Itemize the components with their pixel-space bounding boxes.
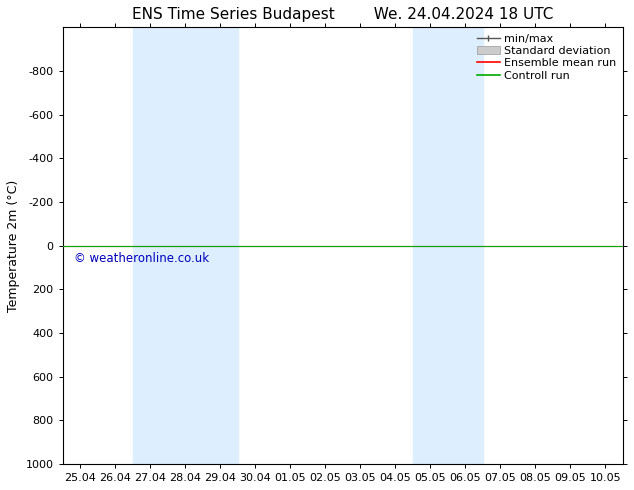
Y-axis label: Temperature 2m (°C): Temperature 2m (°C) — [7, 179, 20, 312]
Bar — [133, 27, 238, 464]
Bar — [413, 27, 483, 464]
Text: © weatheronline.co.uk: © weatheronline.co.uk — [74, 252, 209, 265]
Title: ENS Time Series Budapest        We. 24.04.2024 18 UTC: ENS Time Series Budapest We. 24.04.2024 … — [132, 7, 553, 22]
Legend: min/max, Standard deviation, Ensemble mean run, Controll run: min/max, Standard deviation, Ensemble me… — [474, 30, 619, 84]
